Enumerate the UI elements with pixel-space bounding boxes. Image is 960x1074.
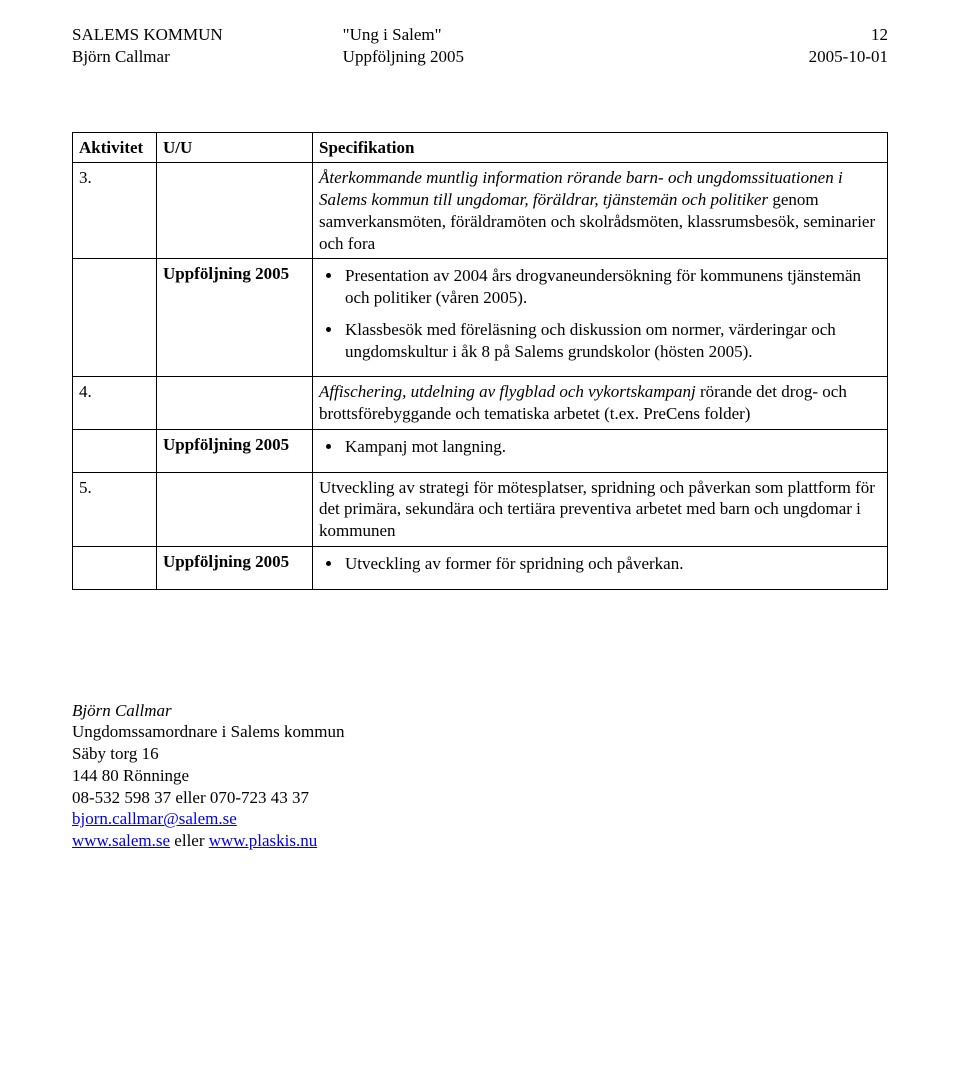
table-row: Uppföljning 2005 Kampanj mot langning. (73, 429, 888, 472)
bullet-list: Utveckling av former för spridning och p… (343, 553, 881, 575)
contact-name: Björn Callmar (72, 700, 888, 722)
page-number: 12 (768, 24, 888, 46)
cell-specifikation: Presentation av 2004 års drogvaneundersö… (313, 259, 888, 377)
contact-address2: 144 80 Rönninge (72, 765, 888, 787)
activity-table: Aktivitet U/U Specifikation 3. Återkomman… (72, 132, 888, 590)
cell-aktivitet: 3. (73, 163, 157, 259)
cell-aktivitet: 4. (73, 377, 157, 430)
cell-aktivitet (73, 259, 157, 377)
contact-role: Ungdomssamordnare i Salems kommun (72, 721, 888, 743)
header-left: SALEMS KOMMUN Björn Callmar (72, 24, 223, 68)
cell-specifikation: Återkommande muntlig information rörande… (313, 163, 888, 259)
contact-web2-link[interactable]: www.plaskis.nu (209, 831, 317, 850)
cell-specifikation: Affischering, utdelning av flygblad och … (313, 377, 888, 430)
contact-web-sep: eller (170, 831, 209, 850)
org-name: SALEMS KOMMUN (72, 24, 223, 46)
page-header: SALEMS KOMMUN Björn Callmar "Ung i Salem… (72, 24, 888, 68)
cell-text: Utveckling av strategi för mötesplatser,… (319, 477, 881, 542)
contact-web1-link[interactable]: www.salem.se (72, 831, 170, 850)
contact-address1: Säby torg 16 (72, 743, 888, 765)
doc-date: 2005-10-01 (768, 46, 888, 68)
bullet-item: Utveckling av former för spridning och p… (343, 553, 881, 575)
cell-uu: Uppföljning 2005 (157, 259, 313, 377)
cell-uu: Uppföljning 2005 (157, 429, 313, 472)
bullet-item: Klassbesök med föreläsning och diskussio… (343, 319, 881, 363)
col-header-uu: U/U (157, 132, 313, 163)
cell-text: Återkommande muntlig information rörande… (319, 167, 881, 254)
table-row: Uppföljning 2005 Presentation av 2004 års… (73, 259, 888, 377)
doc-subtitle: Uppföljning 2005 (343, 46, 768, 68)
table-header-row: Aktivitet U/U Specifikation (73, 132, 888, 163)
cell-specifikation: Utveckling av former för spridning och p… (313, 546, 888, 589)
table-row: 3. Återkommande muntlig information röran… (73, 163, 888, 259)
author-name: Björn Callmar (72, 46, 223, 68)
cell-uu (157, 377, 313, 430)
bullet-item: Presentation av 2004 års drogvaneundersö… (343, 265, 881, 309)
cell-specifikation: Kampanj mot langning. (313, 429, 888, 472)
cell-uu (157, 472, 313, 546)
header-right: 12 2005-10-01 (768, 24, 888, 68)
cell-uu (157, 163, 313, 259)
bullet-list: Presentation av 2004 års drogvaneundersö… (343, 265, 881, 362)
table-body: 3. Återkommande muntlig information röran… (73, 163, 888, 589)
header-center: "Ung i Salem" Uppföljning 2005 (223, 24, 768, 68)
contact-block: Björn Callmar Ungdomssamordnare i Salems… (72, 700, 888, 852)
bullet-item: Kampanj mot langning. (343, 436, 881, 458)
contact-web-line: www.salem.se eller www.plaskis.nu (72, 830, 888, 852)
bullet-list: Kampanj mot langning. (343, 436, 881, 458)
cell-aktivitet (73, 429, 157, 472)
cell-specifikation: Utveckling av strategi för mötesplatser,… (313, 472, 888, 546)
doc-title: "Ung i Salem" (343, 24, 768, 46)
col-header-aktivitet: Aktivitet (73, 132, 157, 163)
col-header-specifikation: Specifikation (313, 132, 888, 163)
contact-email-line: bjorn.callmar@salem.se (72, 808, 888, 830)
cell-uu: Uppföljning 2005 (157, 546, 313, 589)
contact-email-link[interactable]: bjorn.callmar@salem.se (72, 809, 237, 828)
cell-text: Affischering, utdelning av flygblad och … (319, 381, 881, 425)
cell-aktivitet: 5. (73, 472, 157, 546)
contact-phone: 08-532 598 37 eller 070-723 43 37 (72, 787, 888, 809)
table-row: 4. Affischering, utdelning av flygblad oc… (73, 377, 888, 430)
table-row: Uppföljning 2005 Utveckling av former för… (73, 546, 888, 589)
table-row: 5. Utveckling av strategi för mötesplatse… (73, 472, 888, 546)
cell-aktivitet (73, 546, 157, 589)
